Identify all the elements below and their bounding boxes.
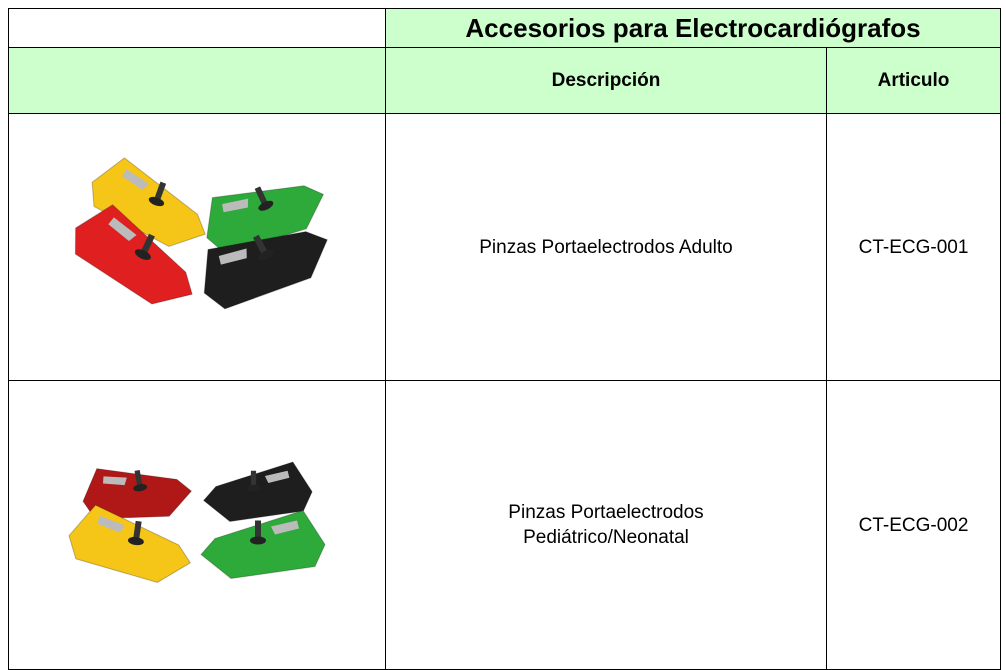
column-header: Articulo <box>826 47 1001 114</box>
product-image <box>63 452 326 588</box>
page: Accesorios para Electrocardiógrafos Desc… <box>8 8 1001 670</box>
article-code: CT-ECG-002 <box>858 514 969 536</box>
description: Pinzas Portaelectrodos Adulto <box>479 236 733 258</box>
description-cell: Pinzas Portaelectrodos Pediátrico/Neonat… <box>385 380 827 670</box>
image-cell <box>8 380 386 670</box>
header-cell <box>8 47 386 114</box>
article-cell: CT-ECG-001 <box>826 113 1001 381</box>
article-cell: CT-ECG-002 <box>826 380 1001 670</box>
description-cell: Pinzas Portaelectrodos Adulto <box>385 113 827 381</box>
description: Pinzas Portaelectrodos Pediátrico/Neonat… <box>508 502 704 548</box>
article-code: CT-ECG-001 <box>858 236 969 258</box>
image-cell <box>8 113 386 381</box>
product-image <box>59 157 337 326</box>
column-header: Descripción <box>385 47 827 114</box>
empty-cell <box>8 8 386 48</box>
table-title: Accesorios para Electrocardiógrafos <box>385 8 1001 48</box>
